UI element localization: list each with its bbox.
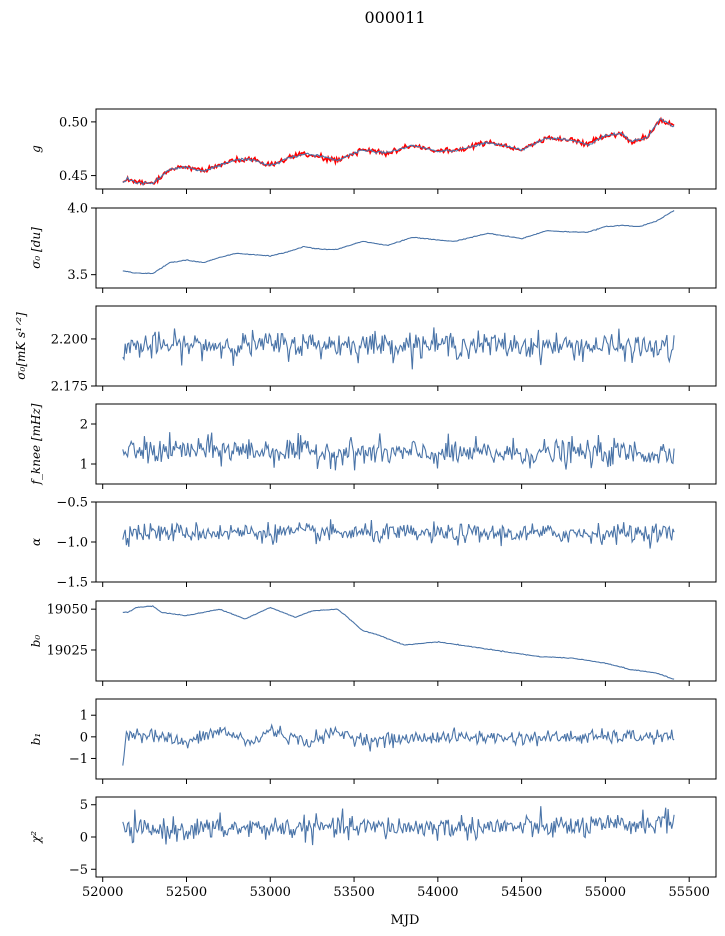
x-tick-label: 54000 <box>417 885 458 900</box>
panel-fknee: 1 2 f_knee [mHz] <box>29 403 717 489</box>
axes-frame <box>95 305 717 387</box>
axes-frame <box>95 698 717 780</box>
panel-sigma0_du: 3.5 4.0 σ₀ [du] <box>29 202 717 293</box>
y-axis-label: σ₀[mK s¹ᐟ²] <box>14 312 28 380</box>
y-axis-label: f_knee [mHz] <box>29 403 43 485</box>
y-tick-label: 2.175 <box>51 380 88 395</box>
axes-frame <box>95 108 717 190</box>
x-tick-label: 55000 <box>585 885 626 900</box>
x-tick-label: 52000 <box>82 885 123 900</box>
y-axis-label: b₁ <box>29 733 43 746</box>
series-fit-line <box>122 116 675 186</box>
y-tick-label: −1.5 <box>56 576 88 591</box>
series-line <box>122 118 675 186</box>
series-line <box>122 806 675 846</box>
x-tick-label: 55500 <box>669 885 710 900</box>
y-axis-label: σ₀ [du] <box>29 227 43 269</box>
x-tick-label: 53500 <box>333 885 374 900</box>
series-line <box>122 519 675 549</box>
panels: 0.45 0.50 g 3.5 4.0 σ₀ [du] 2.175 2.200 σ₀[mK s¹… <box>14 108 717 900</box>
y-tick-label: 1 <box>80 458 88 473</box>
y-tick-label: 0.50 <box>59 115 88 130</box>
x-tick-label: 53000 <box>250 885 291 900</box>
y-tick-label: 0.45 <box>59 169 88 184</box>
axes-frame <box>95 501 717 583</box>
series-line <box>122 723 675 766</box>
y-tick-label: −1 <box>69 752 88 767</box>
y-tick-label: 4.0 <box>67 202 88 217</box>
series-line <box>122 210 675 275</box>
panel-sigma0_mks: 2.175 2.200 σ₀[mK s¹ᐟ²] <box>14 305 717 395</box>
axes-frame <box>95 796 717 878</box>
panel-g: 0.45 0.50 g <box>29 108 717 194</box>
chart-title: 000011 <box>364 8 425 27</box>
y-tick-label: 2 <box>80 418 88 433</box>
series-line <box>122 327 675 370</box>
y-tick-label: 19025 <box>47 643 88 658</box>
y-tick-label: 0 <box>80 730 88 745</box>
y-axis-label: b₀ <box>29 635 43 648</box>
y-tick-label: 1 <box>80 709 88 724</box>
y-tick-label: 2.200 <box>51 332 88 347</box>
y-axis-label: χ² <box>29 831 43 844</box>
panel-b1: −1 0 1 b₁ <box>29 698 717 784</box>
y-axis-label: α <box>29 538 43 546</box>
axes-frame <box>95 403 717 485</box>
panel-chi2: 52000 52500 53000 53500 54000 54500 55000 55500… <box>29 796 717 900</box>
x-tick-label: 52500 <box>166 885 207 900</box>
axes-frame <box>95 600 717 682</box>
y-tick-label: −5 <box>69 863 88 878</box>
y-tick-label: 19050 <box>47 603 88 618</box>
series-line <box>122 432 675 471</box>
x-tick-label: 54500 <box>501 885 542 900</box>
axes-frame <box>95 207 717 289</box>
y-tick-label: −0.5 <box>56 496 88 511</box>
panel-alpha: −1.5 −1.0 −0.5 α <box>29 496 717 591</box>
y-tick-label: 5 <box>80 798 88 813</box>
y-tick-label: −1.0 <box>56 536 88 551</box>
series-line <box>122 605 675 680</box>
panel-b0: 19025 19050 b₀ <box>29 600 717 686</box>
x-axis-label: MJD <box>391 913 420 928</box>
y-tick-label: 3.5 <box>67 268 88 283</box>
y-tick-label: 0 <box>80 831 88 846</box>
y-axis-label: g <box>29 145 43 153</box>
